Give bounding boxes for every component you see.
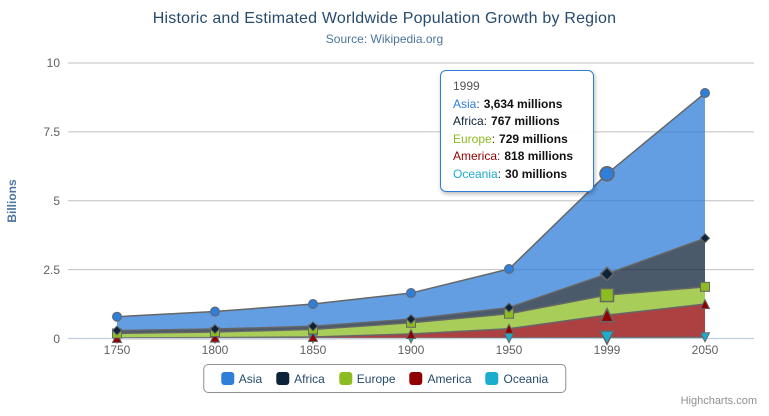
chart-subtitle: Source: Wikipedia.org [325,32,444,46]
x-axis-tick-label: 1950 [495,343,523,357]
tooltip-value: 3,634 millions [483,96,563,111]
y-axis-tick-label: 0 [53,331,60,346]
legend-item-label: Europe [356,371,396,386]
tooltip-series-name: America [453,149,498,163]
tooltip-row: Africa: 767 millions [453,113,581,131]
tooltip-row: America: 818 millions [453,148,581,166]
tooltip-series-name: Europe [453,131,492,146]
legend-item-label: Africa [294,371,325,386]
export-menu-button[interactable] [727,17,753,43]
tooltip-series-name: Africa [453,114,484,128]
tooltip-separator: : [476,96,480,111]
x-axis-tick-label: 1900 [397,343,425,357]
chart-title: Historic and Estimated Worldwide Populat… [152,10,617,27]
legend-item-oceania[interactable]: Oceania [485,371,549,386]
x-axis-tick-label: 1750 [103,343,131,357]
legend-swatch [276,372,290,385]
legend-item-america[interactable]: America [409,371,472,386]
legend-swatch [338,372,352,385]
tooltip-separator: : [491,131,496,146]
x-axis-tick-label: 1999 [593,343,621,357]
legend-item-label: Oceania [503,371,549,386]
x-axis-tick-label: 2050 [691,343,719,357]
tooltip-series-name: Asia [453,96,477,111]
tooltip-row: Oceania: 30 millions [453,166,581,184]
legend-item-europe[interactable]: Europe [338,371,396,386]
legend-item-label: Asia [238,371,263,386]
tooltip-value: 818 millions [504,149,574,163]
y-axis-tick-label: 2.5 [43,262,60,277]
tooltip-separator: : [497,166,502,181]
legend-swatch [220,372,234,385]
y-axis-tick-label: 7.5 [43,124,60,139]
legend-swatch [485,372,499,385]
tooltip-series-name: Oceania [453,166,498,181]
x-axis-tick-label: 1850 [299,343,327,357]
tooltip-row: Europe: 729 millions [453,131,581,149]
legend-item-asia[interactable]: Asia [220,371,263,386]
credits-link[interactable]: Highcharts.com [680,395,757,407]
tooltip-value: 729 millions [499,131,568,146]
tooltip-value: 30 millions [505,166,568,181]
legend-swatch [409,372,423,385]
x-axis-tick-label: 1800 [201,343,229,357]
tooltip-separator: : [497,149,501,163]
legend: Asia Africa Europe America Oceania [202,364,567,393]
tooltip-row: Asia: 3,634 millions [453,96,581,114]
tooltip-value: 767 millions [491,114,560,128]
tooltip-separator: : [483,114,488,128]
tooltip-header: 1999 [453,79,480,93]
y-axis-tick-label: 10 [46,56,60,70]
y-axis-tick-label: 5 [53,193,60,208]
legend-item-africa[interactable]: Africa [276,372,325,386]
legend-item-label: America [427,371,472,386]
tooltip: 1999 Asia: 3,634 millions Africa: 767 mill… [440,70,594,192]
